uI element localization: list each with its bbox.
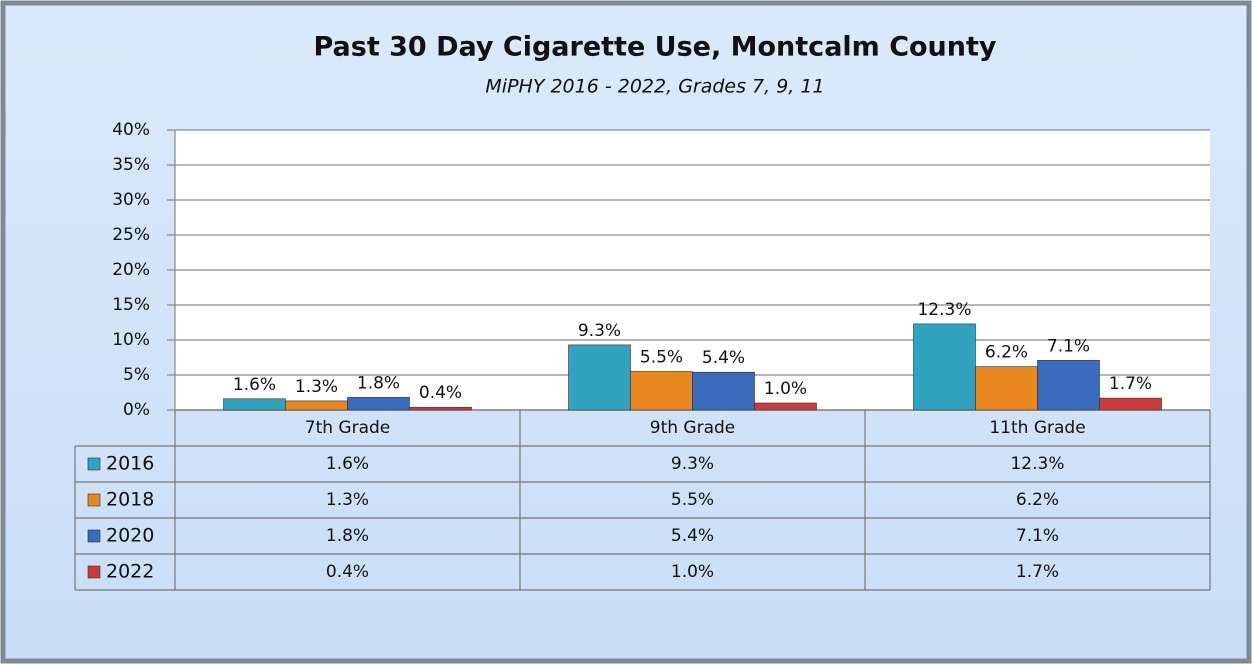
- y-tick-label: 5%: [123, 365, 150, 385]
- legend-swatch: [87, 565, 101, 579]
- x-tick-label: 7th Grade: [305, 418, 391, 438]
- bar: [754, 402, 817, 411]
- bar: [913, 323, 976, 411]
- bar: [975, 366, 1038, 411]
- bar: [568, 344, 631, 411]
- chart-subtitle: MiPHY 2016 - 2022, Grades 7, 9, 11: [485, 76, 824, 98]
- bar: [285, 400, 348, 411]
- table-cell: 6.2%: [1016, 490, 1059, 510]
- bar: [692, 371, 755, 411]
- y-tick-label: 0%: [123, 400, 150, 420]
- chart-title: Past 30 Day Cigarette Use, Montcalm Coun…: [313, 32, 996, 63]
- data-label: 1.0%: [764, 379, 807, 399]
- data-label: 9.3%: [578, 321, 621, 341]
- table-cell: 1.8%: [326, 526, 369, 546]
- bar: [223, 398, 286, 411]
- bar: [630, 371, 693, 411]
- bar: [1099, 397, 1162, 411]
- y-tick-label: 15%: [112, 295, 150, 315]
- y-tick-label: 20%: [112, 260, 150, 280]
- data-label: 5.4%: [702, 348, 745, 368]
- y-tick-label: 40%: [112, 120, 150, 140]
- data-label: 7.1%: [1047, 336, 1090, 356]
- y-tick-label: 25%: [112, 225, 150, 245]
- x-tick-label: 11th Grade: [989, 418, 1085, 438]
- data-label: 1.7%: [1109, 374, 1152, 394]
- bar: [1037, 359, 1100, 411]
- legend-label: 2020: [106, 525, 154, 547]
- table-cell: 1.7%: [1016, 562, 1059, 582]
- legend-swatch: [87, 493, 101, 507]
- x-tick-label: 9th Grade: [650, 418, 736, 438]
- y-tick-label: 10%: [112, 330, 150, 350]
- y-tick-label: 30%: [112, 190, 150, 210]
- table-cell: 7.1%: [1016, 526, 1059, 546]
- legend-label: 2018: [106, 489, 154, 511]
- legend-label: 2016: [106, 453, 154, 475]
- table-cell: 5.5%: [671, 490, 714, 510]
- bar: [409, 406, 472, 411]
- table-cell: 1.6%: [326, 454, 369, 474]
- table-cell: 0.4%: [326, 562, 369, 582]
- y-tick-label: 35%: [112, 155, 150, 175]
- bar: [347, 397, 410, 411]
- data-label: 1.3%: [295, 377, 338, 397]
- data-label: 5.5%: [640, 348, 683, 368]
- table-cell: 1.0%: [671, 562, 714, 582]
- data-label: 0.4%: [419, 383, 462, 403]
- table-cell: 1.3%: [326, 490, 369, 510]
- legend-swatch: [87, 529, 101, 543]
- data-label: 1.6%: [233, 375, 276, 395]
- table-cell: 12.3%: [1010, 454, 1064, 474]
- legend-swatch: [87, 457, 101, 471]
- legend-label: 2022: [106, 561, 154, 583]
- data-label: 12.3%: [917, 300, 971, 320]
- table-cell: 5.4%: [671, 526, 714, 546]
- data-label: 1.8%: [357, 373, 400, 393]
- data-label: 6.2%: [985, 343, 1028, 363]
- table-cell: 9.3%: [671, 454, 714, 474]
